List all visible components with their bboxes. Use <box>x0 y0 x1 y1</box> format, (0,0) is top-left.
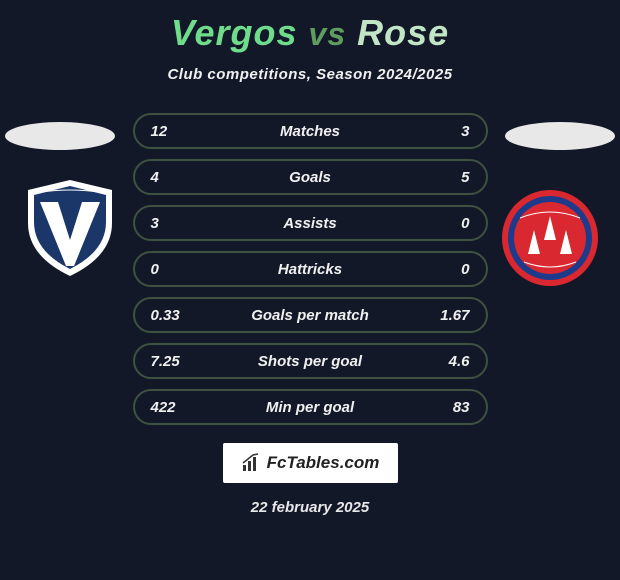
stat-label: Goals <box>289 169 331 186</box>
stat-right-value: 5 <box>420 169 470 186</box>
stat-right-value: 4.6 <box>420 353 470 370</box>
stat-row: 422 Min per goal 83 <box>133 389 488 425</box>
stat-right-value: 3 <box>420 123 470 140</box>
stat-row: 3 Assists 0 <box>133 205 488 241</box>
stats-table: 12 Matches 3 4 Goals 5 3 Assists 0 0 Hat… <box>133 113 488 425</box>
stat-right-value: 83 <box>420 399 470 416</box>
player2-silhouette <box>505 122 615 150</box>
vs-label: vs <box>309 16 347 52</box>
chart-icon <box>241 453 261 473</box>
brand-text: FcTables.com <box>267 453 380 473</box>
stat-label: Hattricks <box>278 261 342 278</box>
season-subtitle: Club competitions, Season 2024/2025 <box>0 66 620 83</box>
stat-left-value: 7.25 <box>151 353 201 370</box>
stat-label: Assists <box>283 215 336 232</box>
stat-row: 4 Goals 5 <box>133 159 488 195</box>
stat-right-value: 0 <box>420 215 470 232</box>
stat-row: 7.25 Shots per goal 4.6 <box>133 343 488 379</box>
club-badge-left <box>20 178 120 278</box>
stat-row: 12 Matches 3 <box>133 113 488 149</box>
stat-right-value: 0 <box>419 261 469 278</box>
comparison-title: Vergos vs Rose <box>0 0 620 54</box>
stat-left-value: 0 <box>151 261 201 278</box>
stat-left-value: 3 <box>151 215 201 232</box>
player1-name: Vergos <box>171 12 298 53</box>
stat-label: Matches <box>280 123 340 140</box>
stat-label: Min per goal <box>266 399 354 416</box>
stat-left-value: 4 <box>151 169 201 186</box>
club-badge-right <box>500 188 600 288</box>
player2-name: Rose <box>357 12 449 53</box>
stat-left-value: 12 <box>151 123 201 140</box>
stat-row: 0.33 Goals per match 1.67 <box>133 297 488 333</box>
stat-right-value: 1.67 <box>419 307 469 324</box>
player1-silhouette <box>5 122 115 150</box>
newcastle-jets-badge-icon <box>500 188 600 288</box>
stat-row: 0 Hattricks 0 <box>133 251 488 287</box>
brand-logo[interactable]: FcTables.com <box>223 443 398 483</box>
stat-left-value: 422 <box>151 399 201 416</box>
melbourne-victory-badge-icon <box>20 178 120 278</box>
comparison-date: 22 february 2025 <box>0 499 620 516</box>
stat-label: Shots per goal <box>258 353 362 370</box>
stat-left-value: 0.33 <box>151 307 201 324</box>
stat-label: Goals per match <box>251 307 369 324</box>
